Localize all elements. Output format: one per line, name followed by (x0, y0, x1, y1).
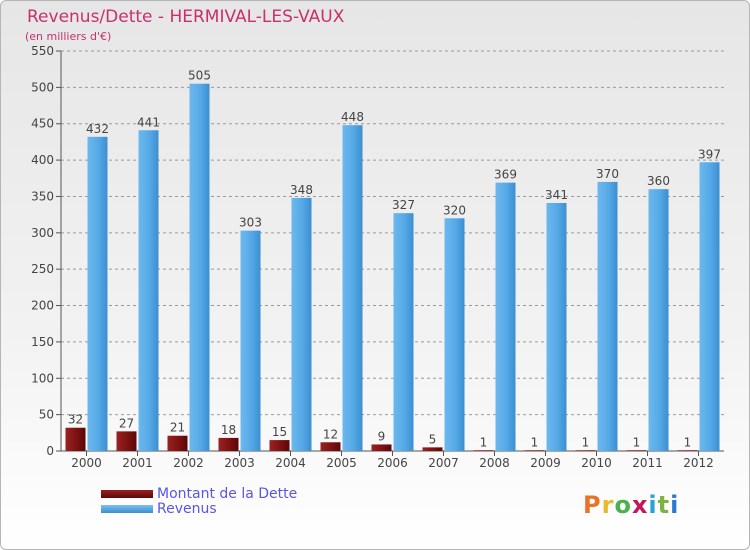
debt-bar (371, 444, 392, 451)
revenue-bar (291, 197, 312, 451)
revenue-value-label: 320 (443, 203, 466, 217)
revenue-bar (495, 182, 516, 452)
debt-value-label: 15 (272, 425, 287, 439)
revenue-value-label: 327 (392, 198, 415, 212)
legend-label-revenue: Revenus (157, 501, 217, 517)
debt-value-label: 1 (684, 435, 692, 449)
debt-bar (218, 437, 239, 451)
y-tick-label: 550 (31, 44, 54, 58)
debt-bar (626, 450, 647, 451)
x-tick-label: 2003 (224, 456, 255, 470)
revenue-bar (699, 162, 720, 452)
revenue-bar (444, 218, 465, 451)
y-tick-label: 0 (46, 444, 54, 458)
x-tick-label: 2006 (377, 456, 408, 470)
y-tick-label: 200 (31, 299, 54, 313)
y-tick-label: 400 (31, 153, 54, 167)
y-tick-label: 150 (31, 335, 54, 349)
revenue-bar (342, 125, 363, 451)
revenue-value-label: 360 (647, 174, 670, 188)
debt-value-label: 27 (119, 416, 134, 430)
y-tick-label: 450 (31, 117, 54, 131)
logo-letter: r (601, 491, 615, 519)
x-tick-label: 2009 (530, 456, 561, 470)
y-tick-label: 500 (31, 80, 54, 94)
logo-letter: i (648, 491, 658, 519)
revenue-bar (138, 130, 159, 452)
revenue-bar (648, 189, 669, 451)
debt-bar (473, 450, 494, 451)
logo-letter: i (670, 491, 680, 519)
revenue-bar (393, 213, 414, 451)
debt-bar (524, 450, 545, 451)
y-tick-label: 100 (31, 371, 54, 385)
logo-letter: o (614, 491, 632, 519)
x-tick-label: 2004 (275, 456, 306, 470)
debt-value-label: 1 (531, 435, 539, 449)
debt-value-label: 9 (378, 429, 386, 443)
x-tick-label: 2008 (479, 456, 510, 470)
legend-swatch-debt (101, 490, 153, 498)
debt-value-label: 12 (323, 427, 338, 441)
x-tick-label: 2002 (173, 456, 204, 470)
x-tick-label: 2012 (683, 456, 714, 470)
revenue-value-label: 341 (545, 188, 568, 202)
logo-letter: P (583, 491, 602, 519)
legend-label-debt: Montant de la Dette (157, 486, 298, 502)
logo-letter: t (657, 491, 671, 519)
x-tick-label: 2010 (581, 456, 612, 470)
debt-value-label: 18 (221, 423, 236, 437)
x-tick-label: 2000 (71, 456, 102, 470)
revenue-bar (546, 203, 567, 451)
revenue-value-label: 432 (86, 122, 109, 136)
revenue-value-label: 303 (239, 216, 262, 230)
revenue-bar (597, 181, 618, 451)
x-tick-label: 2011 (632, 456, 663, 470)
y-tick-label: 250 (31, 262, 54, 276)
revenue-value-label: 397 (698, 147, 721, 161)
revenue-value-label: 448 (341, 110, 364, 124)
legend-swatch-revenue (101, 505, 153, 513)
revenue-value-label: 348 (290, 183, 313, 197)
revenue-value-label: 369 (494, 168, 517, 182)
debt-value-label: 1 (480, 435, 488, 449)
debt-bar (65, 427, 86, 451)
x-tick-label: 2007 (428, 456, 459, 470)
revenue-bar (189, 83, 210, 452)
chart-title: Revenus/Dette - HERMIVAL-LES-VAUX (27, 7, 345, 27)
debt-bar (320, 442, 341, 451)
debt-value-label: 1 (633, 435, 641, 449)
revenue-bar (240, 230, 261, 451)
y-tick-label: 300 (31, 226, 54, 240)
debt-bar (269, 440, 290, 451)
debt-bar (116, 431, 137, 451)
proxiti-logo: Proxiti (583, 491, 679, 519)
revenue-value-label: 370 (596, 167, 619, 181)
debt-bar (167, 435, 188, 451)
revenue-value-label: 441 (137, 115, 160, 129)
x-tick-label: 2005 (326, 456, 357, 470)
debt-value-label: 5 (429, 432, 437, 446)
debt-value-label: 32 (68, 413, 83, 427)
debt-value-label: 1 (582, 435, 590, 449)
debt-bar (677, 450, 698, 451)
debt-bar (575, 450, 596, 451)
revenue-bar (87, 136, 108, 451)
chart-subtitle: (en milliers d'€) (25, 30, 112, 43)
y-tick-label: 350 (31, 189, 54, 203)
debt-value-label: 21 (170, 421, 185, 435)
y-tick-label: 50 (39, 408, 54, 422)
debt-bar (422, 447, 443, 451)
x-tick-label: 2001 (122, 456, 153, 470)
revenue-value-label: 505 (188, 69, 211, 83)
logo-letter: x (631, 491, 649, 519)
